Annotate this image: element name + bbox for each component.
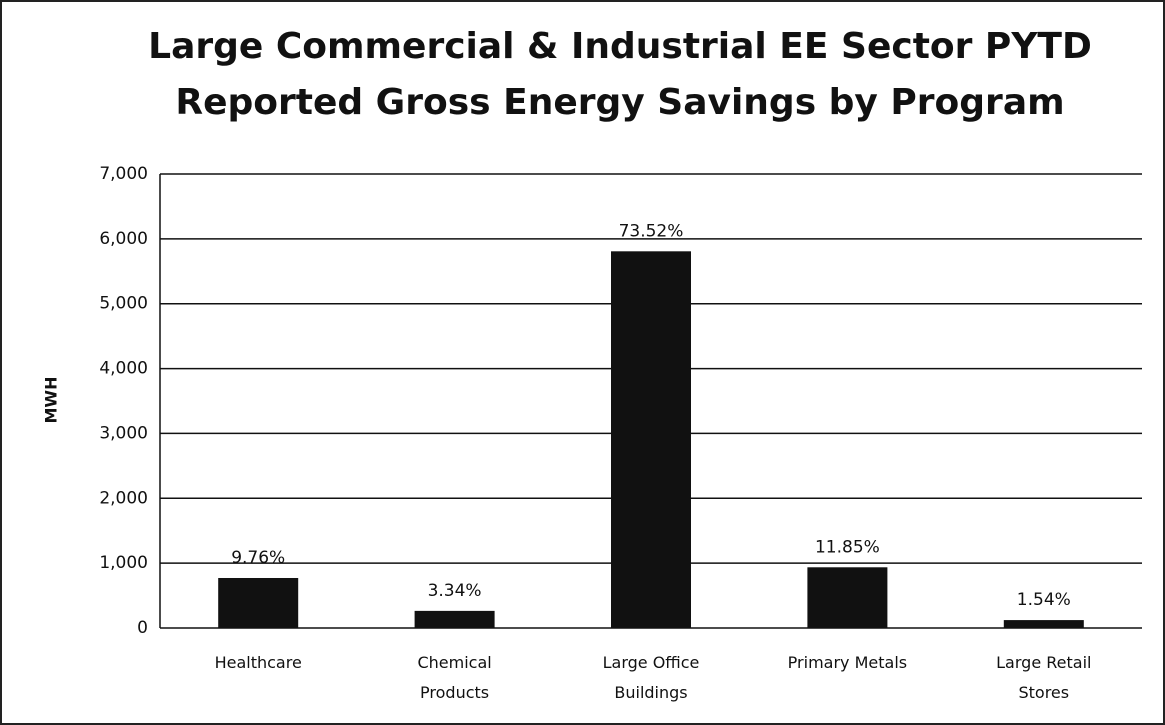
- chart-subtitle: Reported Gross Energy Savings by Program: [175, 82, 1064, 123]
- y-tick-label: 3,000: [99, 423, 148, 443]
- data-label: 73.52%: [619, 221, 684, 241]
- x-tick-label: Chemical Products: [417, 653, 492, 702]
- bar: [414, 610, 495, 628]
- y-tick-label: 0: [137, 618, 148, 638]
- bar: [807, 567, 888, 628]
- x-tick-label: Healthcare: [214, 653, 302, 672]
- y-tick-label: 7,000: [99, 164, 148, 184]
- bar: [611, 251, 691, 629]
- data-label: 3.34%: [428, 581, 482, 601]
- y-tick-label: 6,000: [99, 229, 148, 249]
- x-tick-label: Primary Metals: [787, 653, 908, 672]
- data-label: 9.76%: [231, 548, 285, 568]
- data-label: 11.85%: [815, 537, 880, 557]
- y-tick-label: 1,000: [99, 553, 148, 573]
- bar: [218, 577, 299, 628]
- chart-title: Large Commercial & Industrial EE Sector …: [148, 26, 1092, 67]
- data-label: 1.54%: [1017, 590, 1071, 610]
- bar: [1003, 620, 1084, 628]
- x-tick-label: Large Office Buildings: [602, 653, 700, 702]
- y-tick-label: 2,000: [99, 488, 148, 508]
- y-tick-label: 5,000: [99, 294, 148, 314]
- x-tick-label: Large Retail Stores: [996, 653, 1092, 702]
- y-axis-label: MWH: [42, 377, 61, 424]
- y-tick-label: 4,000: [99, 359, 148, 379]
